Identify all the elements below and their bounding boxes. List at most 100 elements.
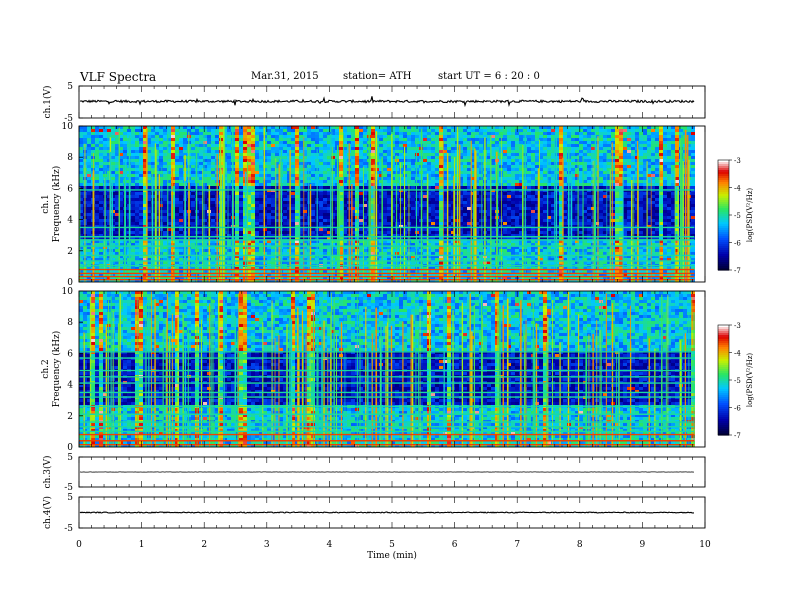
- spectrogram-cell: [91, 162, 95, 165]
- spectrogram-cell: [235, 132, 239, 135]
- spectrogram-cell: [255, 207, 259, 210]
- spectrogram-cell: [263, 186, 267, 189]
- spectrogram-cell: [267, 180, 271, 183]
- spectrogram-cell: [255, 132, 259, 135]
- spectrogram-cell: [99, 210, 103, 213]
- spectrogram-cell: [139, 129, 143, 132]
- spectrogram-cell: [163, 270, 167, 273]
- spectrogram-cell: [95, 216, 99, 219]
- spectrogram-cell: [123, 156, 127, 159]
- spectrogram-cell: [191, 156, 195, 159]
- spectrogram-cell: [87, 216, 91, 219]
- spectrogram-cell: [103, 135, 107, 138]
- spectrogram-cell: [179, 204, 183, 207]
- spectrogram-cell: [259, 186, 263, 189]
- spectrogram-cell: [207, 171, 211, 174]
- spectrogram-cell: [247, 138, 251, 141]
- x-tick-label-3: 3: [264, 540, 270, 550]
- spectrogram-cell: [131, 207, 135, 210]
- spectrogram-cell: [243, 144, 247, 147]
- spectrogram-cell: [171, 144, 175, 147]
- spectrogram-cell: [131, 180, 135, 183]
- spectrogram-cell: [263, 201, 267, 204]
- spectrogram-cell: [235, 177, 239, 180]
- spectrogram-cell: [255, 156, 259, 159]
- spectrogram-cell: [191, 186, 195, 189]
- spectrogram-cell: [207, 180, 211, 183]
- spectrogram-cell: [163, 141, 167, 144]
- spectrogram-cell: [271, 150, 275, 153]
- spectrogram-cell: [255, 165, 259, 168]
- spectrogram-cell: [171, 135, 175, 138]
- spectrogram-cell: [135, 270, 139, 273]
- spectrogram-cell: [191, 132, 195, 135]
- spectrogram-cell: [95, 174, 99, 177]
- spectrogram-cell: [79, 168, 83, 171]
- spectrogram-cell: [199, 156, 203, 159]
- spectrogram-cell: [255, 135, 259, 138]
- spectrogram-cell: [211, 207, 215, 210]
- spectrogram-cell: [271, 198, 275, 201]
- spectrogram-cell: [191, 207, 195, 210]
- spectrogram-cell: [263, 213, 267, 216]
- spectrogram-cell: [115, 129, 119, 132]
- x-tick-label-5: 5: [389, 540, 395, 550]
- spectrogram-cell: [227, 135, 231, 138]
- spectrogram-cell: [283, 138, 287, 141]
- spectrogram-cell: [287, 135, 291, 138]
- spectrogram-cell: [135, 177, 139, 180]
- spectrogram-cell: [207, 165, 211, 168]
- spectrogram-cell: [179, 174, 183, 177]
- spectrogram-cell: [207, 177, 211, 180]
- spectrogram-cell: [267, 270, 271, 273]
- spectrogram-cell: [155, 132, 159, 135]
- spectrogram-cell: [159, 153, 163, 156]
- spectrogram-cell: [251, 177, 255, 180]
- spectrogram-cell: [135, 147, 139, 150]
- spectrogram-cell: [287, 144, 291, 147]
- spectrogram-cell: [259, 162, 263, 165]
- spectrogram-cell: [255, 201, 259, 204]
- spectrogram-cell: [207, 153, 211, 156]
- spectrogram-cell: [255, 177, 259, 180]
- spectrogram-cell: [263, 153, 267, 156]
- spectrogram-cell: [195, 144, 199, 147]
- spectrogram-cell: [283, 144, 287, 147]
- spectrogram-cell: [271, 231, 275, 234]
- spectrogram-cell: [175, 153, 179, 156]
- spectrogram-cell: [259, 270, 263, 273]
- spectrogram-cell: [159, 144, 163, 147]
- spectrogram-cell: [251, 228, 255, 231]
- spectrogram-cell: [267, 153, 271, 156]
- spectrogram-cell: [179, 192, 183, 195]
- spectrogram-cell: [239, 201, 243, 204]
- spectrogram-cell: [267, 213, 271, 216]
- panel-2: [79, 126, 732, 282]
- spectrogram-cell: [151, 141, 155, 144]
- spectrogram-cell: [263, 207, 267, 210]
- spectrogram-cell: [227, 153, 231, 156]
- spectrogram-cell: [263, 252, 267, 255]
- spectrogram-cell: [163, 174, 167, 177]
- spectrogram-cell: [199, 150, 203, 153]
- spectrogram-cell: [259, 201, 263, 204]
- spectrogram-cell: [115, 183, 119, 186]
- spectrogram-cell: [191, 222, 195, 225]
- spectrogram-cell: [183, 132, 187, 135]
- spectrogram-cell: [95, 207, 99, 210]
- spectrogram-cell: [95, 132, 99, 135]
- spectrogram-cell: [83, 135, 87, 138]
- spectrogram-cell: [271, 162, 275, 165]
- spectrogram-cell: [131, 156, 135, 159]
- spectrogram-cell: [103, 144, 107, 147]
- spectrogram-cell: [179, 144, 183, 147]
- spectrogram-cell: [163, 168, 167, 171]
- spectrogram-cell: [139, 177, 143, 180]
- spectrogram-cell: [115, 180, 119, 183]
- spectrogram-cell: [135, 174, 139, 177]
- spectrogram-cell: [283, 183, 287, 186]
- spectrogram-cell: [271, 252, 275, 255]
- spectrogram-cell: [275, 153, 279, 156]
- spectrogram-cell: [123, 141, 127, 144]
- spectrogram-cell: [159, 159, 163, 162]
